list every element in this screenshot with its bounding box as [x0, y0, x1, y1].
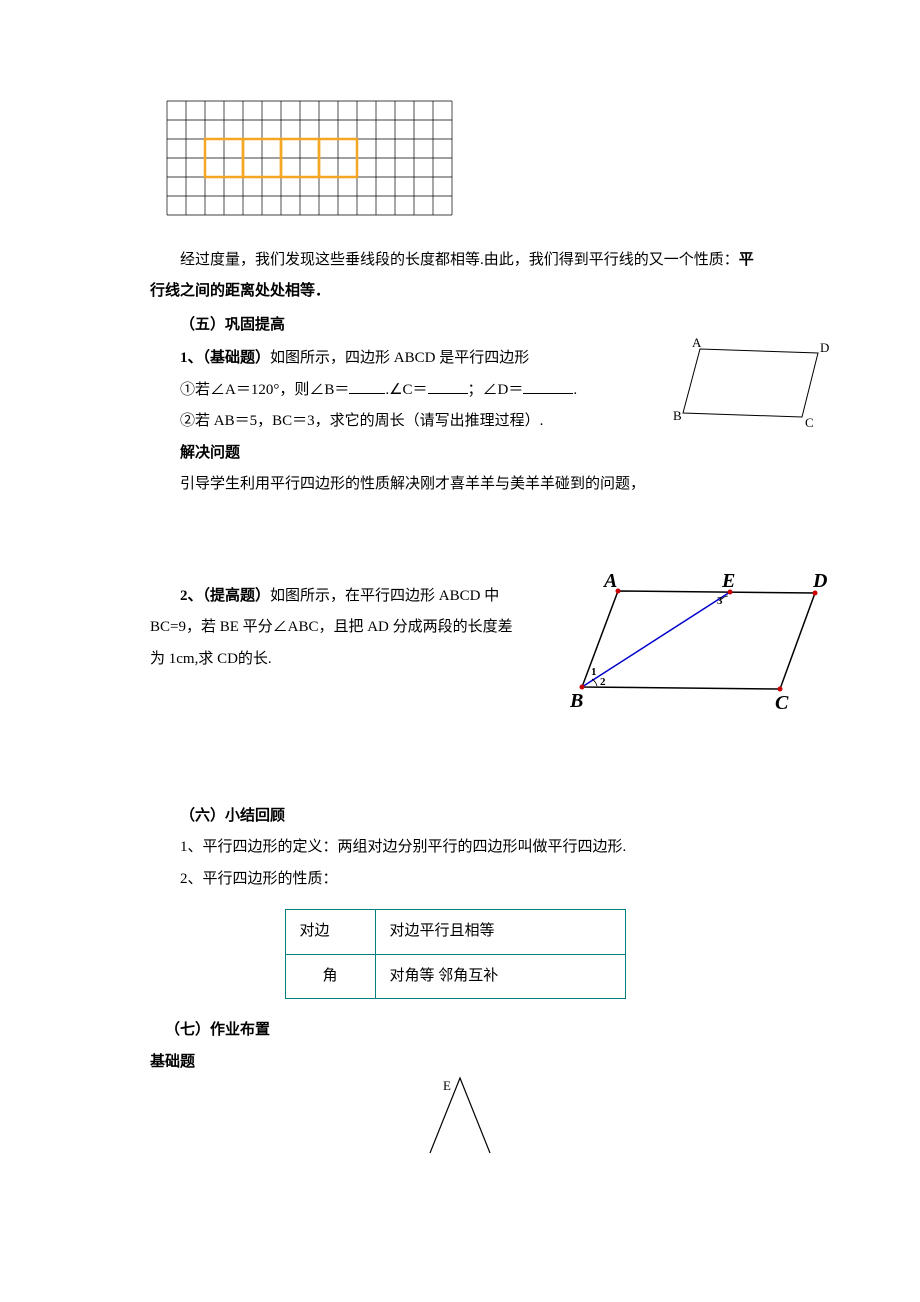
table-cell: 对角等 邻角互补	[375, 954, 625, 999]
table-row: 对边 对边平行且相等	[285, 910, 625, 955]
label2-E: E	[721, 571, 735, 592]
triangle-figure: E	[150, 1068, 760, 1171]
grid-figure	[166, 100, 760, 229]
section5-title: （五）巩固提高	[150, 310, 760, 342]
q1-line2: ②若 AB＝5，BC＝3，求它的周长（请写出推理过程）.	[150, 406, 760, 438]
blank-D	[523, 393, 573, 394]
summary-table: 对边 对边平行且相等 角 对角等 邻角互补	[285, 909, 626, 999]
q1-intro: 如图所示，四边形 ABCD 是平行四边形	[270, 350, 529, 366]
label2-n3: 3	[717, 595, 723, 607]
q1-line1: ①若∠A＝120°，则∠B＝ .∠C＝ ；∠D＝.	[150, 375, 760, 407]
q1-1a: ①若∠A＝120°，则∠B＝	[180, 382, 349, 398]
label2-D: D	[812, 571, 827, 592]
section7-title: （七）作业布置	[150, 1015, 760, 1047]
q1-label: 1、（基础题）	[180, 350, 270, 366]
table-cell: 对边平行且相等	[375, 910, 625, 955]
parallelogram-figure-1: A D B C	[670, 335, 830, 443]
blank-C	[428, 393, 468, 394]
q2-label: 2、（提高题）	[180, 588, 270, 604]
label-B: B	[673, 408, 682, 423]
question1-block: A D B C 1、（基础题）如图所示，四边形 ABCD 是平行四边形 ①若∠A…	[150, 343, 760, 501]
solve-text: 引导学生利用平行四边形的性质解决刚才喜羊羊与美羊羊碰到的问题，	[150, 469, 760, 501]
measure-text: 经过度量，我们发现这些垂线段的长度都相等.由此，我们得到平行线的又一个性质：	[180, 252, 739, 268]
measurement-para: 经过度量，我们发现这些垂线段的长度都相等.由此，我们得到平行线的又一个性质：平行…	[150, 245, 760, 308]
label2-C: C	[775, 692, 789, 714]
blank-B	[349, 393, 385, 394]
sec6-item2: 2、平行四边形的性质：	[150, 864, 760, 896]
spacer-1	[150, 501, 760, 581]
label2-A: A	[602, 571, 617, 592]
fig2-svg: A E D B C 1 2 3	[570, 571, 830, 721]
label2-n1: 1	[591, 666, 597, 678]
table-cell: 角	[285, 954, 375, 999]
parallelogram-figure-2: A E D B C 1 2 3	[570, 571, 830, 734]
label-C: C	[805, 415, 814, 430]
grid-svg	[166, 100, 453, 216]
table-cell: 对边	[285, 910, 375, 955]
q1-intro-line: 1、（基础题）如图所示，四边形 ABCD 是平行四边形	[150, 343, 760, 375]
label-D: D	[820, 340, 829, 355]
label2-B: B	[570, 690, 583, 712]
section6-title: （六）小结回顾	[150, 801, 760, 833]
label2-n2: 2	[600, 676, 606, 688]
label-A: A	[692, 335, 702, 350]
fig1-svg: A D B C	[670, 335, 830, 430]
fig3-svg: E	[390, 1068, 520, 1158]
q1-1b: .∠C＝	[385, 382, 427, 398]
q1-1c: ；∠D＝	[468, 382, 524, 398]
table-row: 角 对角等 邻角互补	[285, 954, 625, 999]
question2-block: A E D B C 1 2 3 2、（提高题）如图所示，在平行四边形 ABCD …	[150, 581, 760, 761]
spacer-2	[150, 761, 760, 801]
sec6-item1: 1、平行四边形的定义：两组对边分别平行的四边形叫做平行四边形.	[150, 832, 760, 864]
solve-title: 解决问题	[150, 438, 760, 470]
label3-E: E	[443, 1078, 451, 1093]
q1-1d: .	[573, 382, 577, 398]
